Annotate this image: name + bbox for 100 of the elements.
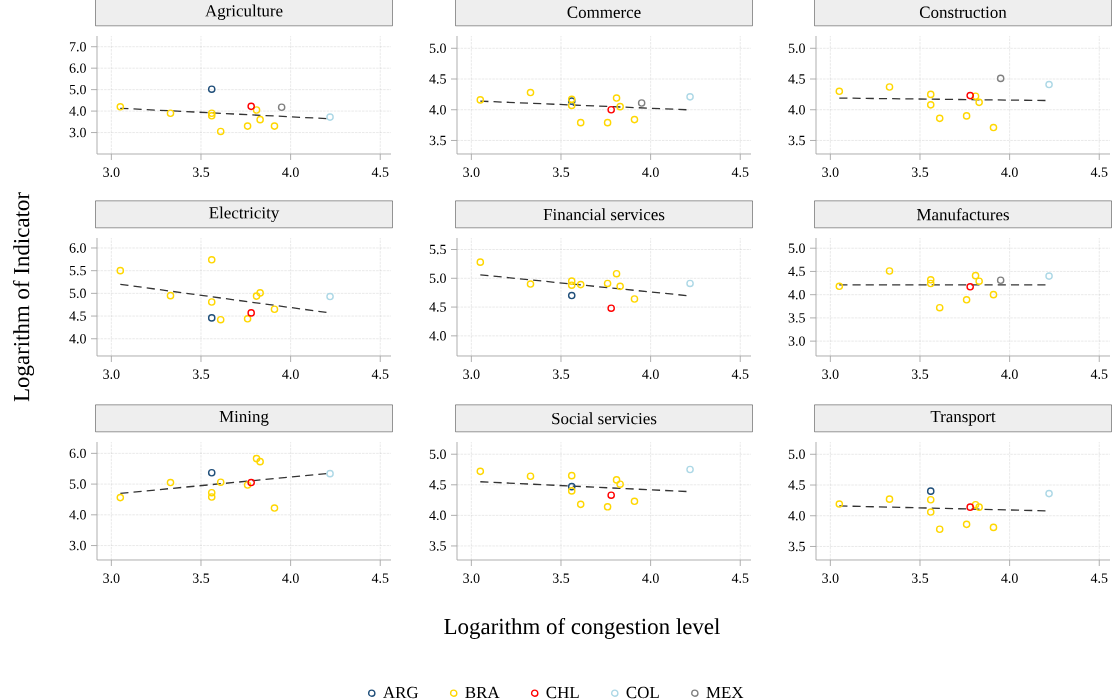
point <box>207 468 216 477</box>
point <box>247 309 255 317</box>
chart-title: Financial services <box>543 208 665 221</box>
point <box>256 457 264 466</box>
point <box>616 102 624 111</box>
y-tick-label: 4.0 <box>429 510 446 521</box>
point <box>966 91 974 100</box>
point <box>612 476 621 484</box>
point <box>935 303 944 312</box>
point <box>612 269 621 278</box>
point <box>989 123 998 132</box>
x-tick-label: 4.0 <box>642 369 659 379</box>
chart-title: Social servicies <box>552 412 657 425</box>
y-axis-title: Logarithm of Indicator <box>12 192 35 402</box>
point <box>326 113 334 121</box>
point <box>630 115 639 124</box>
y-tick-label: 4.0 <box>788 105 805 115</box>
point <box>277 103 286 112</box>
point <box>630 295 639 303</box>
x-tick-label: 4.5 <box>1090 167 1108 177</box>
point <box>1045 272 1053 280</box>
point <box>207 85 216 94</box>
y-tick-label: 4.0 <box>69 106 86 116</box>
x-tick-label: 4.0 <box>1001 167 1018 177</box>
point <box>247 478 255 487</box>
point <box>116 103 125 111</box>
y-tick-label: 4.0 <box>429 331 446 341</box>
point <box>576 118 585 127</box>
y-tick-label: 5.0 <box>788 243 805 253</box>
point <box>166 109 175 118</box>
point <box>637 99 646 107</box>
x-tick-label: 3.0 <box>103 167 120 177</box>
point <box>607 304 615 313</box>
y-tick-label: 3.0 <box>69 540 86 551</box>
y-tick-label: 5.0 <box>429 449 446 459</box>
point <box>885 83 894 91</box>
y-tick-label: 4.0 <box>788 511 805 521</box>
point <box>603 279 612 288</box>
point <box>243 314 252 323</box>
y-tick-label: 3.0 <box>788 336 805 346</box>
chart-title: Transport <box>930 410 996 426</box>
point <box>247 102 255 111</box>
point <box>256 115 264 124</box>
point <box>567 291 576 300</box>
point <box>966 282 974 291</box>
point <box>270 122 279 130</box>
x-tick-label: 4.5 <box>1090 573 1108 583</box>
point <box>926 90 935 99</box>
x-axis-title: Logarithm of congestion level <box>444 617 720 639</box>
x-tick-label: 3.5 <box>552 573 570 583</box>
point <box>926 508 935 516</box>
point <box>166 291 175 300</box>
point <box>686 279 694 288</box>
point <box>996 276 1005 285</box>
x-tick-label: 4.0 <box>642 573 659 583</box>
point <box>270 305 279 314</box>
chart-title: Commerce <box>567 6 641 19</box>
point <box>116 266 125 275</box>
x-tick-label: 3.0 <box>463 167 480 177</box>
x-tick-label: 3.5 <box>911 573 929 583</box>
x-tick-label: 4.5 <box>371 369 389 379</box>
x-tick-label: 3.5 <box>911 369 929 379</box>
point <box>962 295 971 304</box>
point <box>686 465 694 474</box>
point <box>576 280 585 289</box>
x-tick-label: 4.0 <box>282 573 299 583</box>
point <box>975 98 983 107</box>
x-tick-label: 4.0 <box>642 167 659 177</box>
y-tick-label: 4.5 <box>788 266 805 277</box>
point <box>207 493 216 501</box>
point <box>207 298 216 306</box>
x-tick-label: 4.5 <box>731 167 749 177</box>
point <box>616 480 624 488</box>
legend-label: BRA <box>465 686 500 699</box>
x-tick-label: 4.5 <box>731 369 749 379</box>
x-tick-label: 4.0 <box>282 369 299 379</box>
point <box>216 478 225 487</box>
legend-label: ARG <box>383 686 419 699</box>
x-tick-label: 3.5 <box>911 167 929 177</box>
point <box>603 503 612 511</box>
x-tick-label: 3.0 <box>822 573 839 583</box>
point <box>630 497 639 506</box>
point <box>835 282 844 291</box>
point <box>576 500 585 509</box>
point <box>962 112 971 120</box>
point <box>207 255 216 264</box>
point <box>207 112 216 120</box>
point <box>243 481 252 489</box>
point <box>975 503 983 511</box>
chart-title: Manufactures <box>916 208 1009 221</box>
y-tick-label: 4.5 <box>429 480 446 490</box>
point <box>607 491 615 499</box>
point <box>1045 80 1053 89</box>
point <box>567 471 576 480</box>
point <box>971 500 980 509</box>
point <box>885 495 894 503</box>
point <box>989 290 998 299</box>
x-tick-label: 4.0 <box>1001 369 1018 379</box>
x-tick-label: 3.0 <box>103 573 120 583</box>
point <box>326 292 334 301</box>
